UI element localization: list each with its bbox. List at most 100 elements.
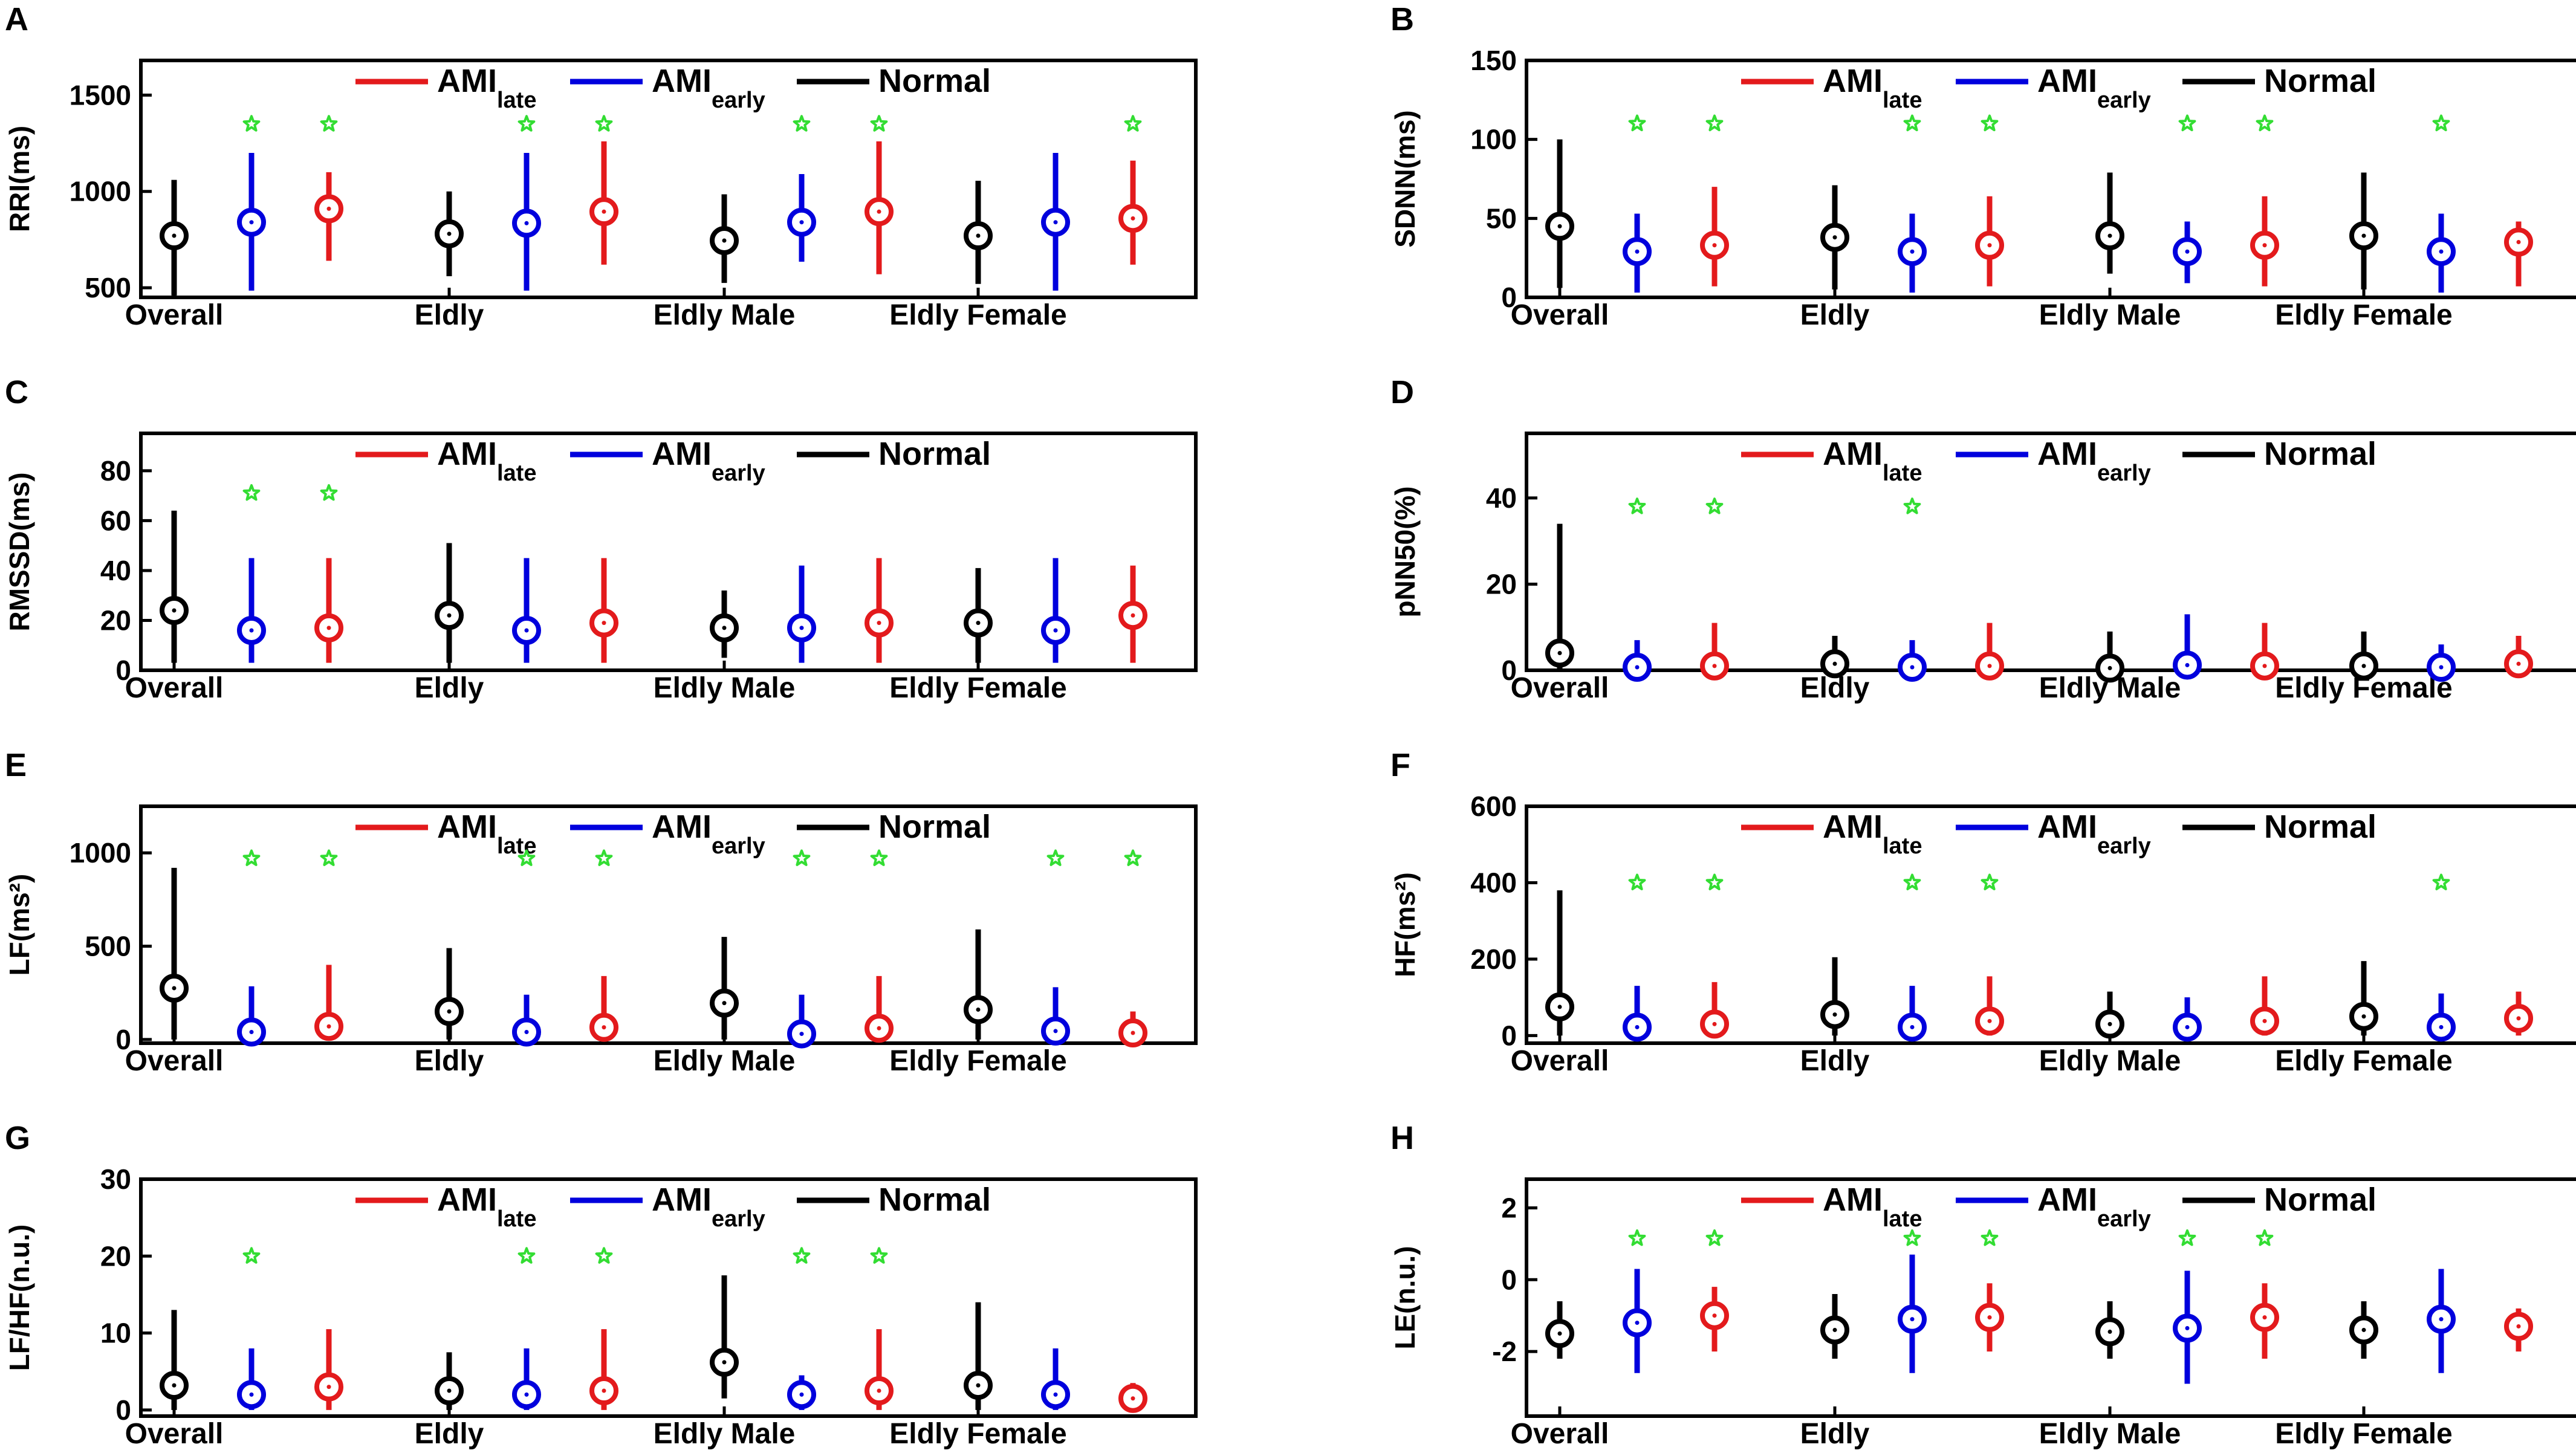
- significance-star: [1628, 1229, 1646, 1246]
- y-axis-label: LF/HF(n.u.): [4, 1225, 35, 1371]
- panel-letter: C: [5, 374, 28, 410]
- mean-dot-early: [249, 628, 254, 633]
- mean-dot-late: [2516, 1016, 2521, 1021]
- y-tick-label: 600: [1470, 791, 1517, 822]
- legend-subscript-early: early: [2097, 88, 2151, 113]
- category-label: Eldly: [415, 672, 484, 704]
- mean-dot-early: [2185, 1325, 2190, 1330]
- legend-label-normal: Normal: [2264, 63, 2376, 99]
- category-label: Overall: [125, 1045, 224, 1077]
- legend-label-early: AMIearly: [2037, 63, 2151, 113]
- mean-dot-normal: [1832, 1012, 1837, 1017]
- significance-star: [1705, 497, 1724, 514]
- legend-label-normal: Normal: [878, 809, 991, 845]
- y-tick-label: 150: [1470, 45, 1517, 76]
- legend-label-late: AMIlate: [1823, 1182, 1922, 1232]
- mean-dot-early: [1053, 220, 1058, 225]
- significance-star: [1124, 115, 1142, 132]
- mean-dot-early: [249, 1029, 254, 1034]
- significance-star: [1628, 497, 1646, 514]
- mean-dot-early: [1635, 249, 1640, 254]
- mean-dot-early: [1635, 665, 1640, 670]
- mean-dot-normal: [172, 608, 177, 613]
- legend-label-early: AMIearly: [2037, 809, 2151, 859]
- mean-dot-late: [602, 1025, 606, 1030]
- legend-subscript-late: late: [497, 833, 536, 859]
- y-tick-label: 1000: [70, 176, 131, 207]
- category-label: Eldly Male: [654, 672, 796, 704]
- legend-label-normal: Normal: [2264, 809, 2376, 845]
- category-label: Eldly: [1800, 1418, 1870, 1450]
- y-tick-label: 20: [100, 604, 131, 636]
- significance-star: [870, 1247, 888, 1264]
- mean-dot-early: [1635, 1024, 1640, 1029]
- legend-subscript-early: early: [712, 461, 765, 486]
- y-tick-label: 20: [1486, 568, 1517, 600]
- significance-star: [1903, 1229, 1921, 1246]
- mean-dot-normal: [2107, 233, 2112, 238]
- legend-subscript-early: early: [712, 88, 765, 113]
- y-axis-label: LE(n.u.): [1389, 1246, 1421, 1349]
- mean-dot-early: [524, 628, 529, 633]
- panel-b: B 0 50 100 150 SDNN(ms) Overall Eldly Eldly Male…: [1389, 1, 2576, 331]
- significance-star: [242, 115, 261, 132]
- legend-subscript-late: late: [497, 88, 536, 113]
- mean-dot-normal: [976, 1007, 981, 1012]
- mean-dot-normal: [172, 986, 177, 991]
- mean-dot-early: [799, 1392, 804, 1397]
- category-label: Eldly: [415, 1418, 484, 1450]
- mean-dot-normal: [1832, 1327, 1837, 1332]
- mean-dot-normal: [2107, 665, 2112, 670]
- legend-label-late: AMIlate: [1823, 436, 1922, 486]
- legend-label-early: AMIearly: [652, 436, 765, 486]
- mean-dot-normal: [722, 1360, 727, 1365]
- significance-star: [1981, 873, 1999, 890]
- mean-dot-normal: [1557, 1005, 1562, 1009]
- mean-dot-normal: [1832, 661, 1837, 666]
- y-tick-label: 20: [100, 1240, 131, 1272]
- legend-label-early: AMIearly: [652, 63, 765, 113]
- significance-star: [2178, 1229, 2196, 1246]
- mean-dot-normal: [447, 1009, 452, 1014]
- mean-dot-early: [1053, 1029, 1058, 1034]
- significance-star: [517, 849, 536, 866]
- panel-letter: G: [5, 1120, 30, 1156]
- y-tick-label: 60: [100, 505, 131, 536]
- category-label: Eldly Male: [2039, 299, 2181, 331]
- legend-label-normal: Normal: [878, 1182, 991, 1218]
- mean-dot-late: [2262, 664, 2267, 668]
- mean-dot-early: [524, 1392, 529, 1397]
- panel-letter: H: [1390, 1120, 1414, 1156]
- mean-dot-late: [326, 1385, 331, 1390]
- mean-dot-normal: [722, 626, 727, 630]
- significance-star: [595, 115, 613, 132]
- mean-dot-early: [799, 626, 804, 630]
- y-tick-label: 500: [85, 272, 131, 303]
- legend-label-normal: Normal: [878, 436, 991, 472]
- significance-star: [1981, 114, 1999, 132]
- mean-dot-late: [2262, 1018, 2267, 1023]
- mean-dot-normal: [976, 1383, 981, 1388]
- panel-letter: D: [1390, 374, 1414, 410]
- mean-dot-late: [602, 1388, 606, 1393]
- significance-star: [793, 1247, 811, 1264]
- y-axis-label: RRI(ms): [4, 126, 35, 232]
- mean-dot-early: [799, 220, 804, 225]
- legend-subscript-early: early: [2097, 833, 2151, 859]
- mean-dot-normal: [2361, 1327, 2366, 1332]
- mean-dot-late: [1712, 1313, 1717, 1318]
- significance-star: [2256, 114, 2274, 132]
- legend-subscript-late: late: [1883, 1206, 1922, 1232]
- y-tick-label: 1000: [70, 837, 131, 869]
- mean-dot-normal: [447, 613, 452, 618]
- legend-subscript-late: late: [1883, 461, 1922, 486]
- mean-dot-late: [2516, 240, 2521, 245]
- mean-dot-late: [2262, 1315, 2267, 1320]
- significance-star: [1903, 114, 1921, 132]
- axes-frame: [139, 1177, 1198, 1418]
- mean-dot-late: [1131, 613, 1135, 618]
- category-label: Eldly Female: [2275, 1418, 2452, 1450]
- mean-dot-early: [1910, 1317, 1915, 1322]
- mean-dot-normal: [1832, 235, 1837, 240]
